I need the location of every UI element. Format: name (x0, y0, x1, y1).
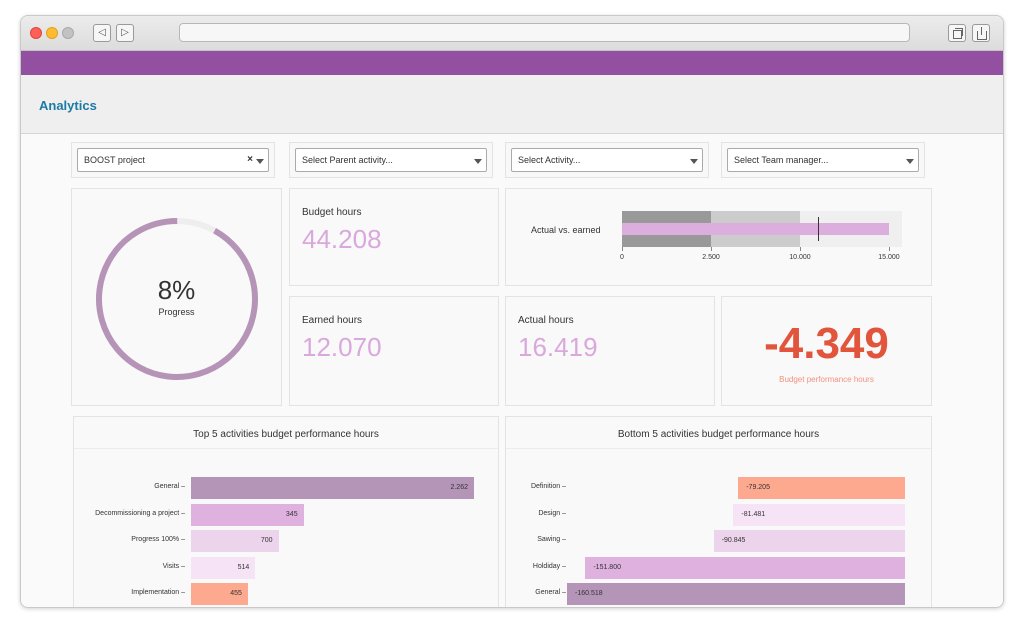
bar-value-label: -90.845 (721, 537, 746, 544)
bar (191, 477, 474, 499)
bar (738, 477, 905, 499)
bar-value-label: -160.518 (575, 590, 603, 597)
bar-category-label: General – (154, 483, 185, 490)
chevron-down-icon (256, 159, 264, 164)
panel-divider (74, 448, 498, 449)
bar-value-label: -79.205 (746, 484, 770, 491)
progress-percent: 8% (157, 275, 196, 305)
bullet-tick-label: 0 (620, 254, 624, 261)
budget-hours-value: 44.208 (302, 224, 382, 254)
actual-hours-label: Actual hours (518, 315, 574, 326)
bar-category-label: Definition – (530, 483, 566, 490)
bullet-chart: 0 2.500 10.000 15.000 (620, 189, 902, 287)
actual-hours-card: Actual hours 16.419 (505, 296, 715, 406)
earned-hours-card: Earned hours 12.070 (289, 296, 499, 406)
chevron-down-icon (906, 159, 914, 164)
team-manager-select-value: Select Team manager... (734, 155, 829, 165)
bar-value-label: 700 (260, 537, 273, 544)
bar (567, 583, 905, 605)
bar (733, 503, 905, 526)
back-icon[interactable]: ◁ (93, 24, 111, 42)
clear-icon[interactable]: × (247, 154, 253, 165)
bullet-marker (817, 217, 819, 241)
bar-value-label: 455 (230, 590, 242, 597)
progress-gauge (96, 218, 258, 380)
progress-label: Progress (158, 307, 195, 317)
team-manager-filter-card: Select Team manager... (721, 142, 925, 178)
bar (585, 556, 905, 579)
bar-category-label: Progress 100% – (131, 536, 185, 543)
bar-category-label: Holdiday – (532, 562, 566, 570)
parent-activity-filter-card: Select Parent activity... (289, 142, 493, 178)
bottom5-title: Bottom 5 activities budget performance h… (617, 429, 820, 440)
bar (191, 583, 248, 605)
bar-value-label: 345 (285, 510, 298, 518)
bullet-tick-label: 15.000 (878, 254, 900, 261)
bullet-tick-line (800, 247, 801, 251)
bullet-measure (622, 223, 889, 235)
window-titlebar: ◁ ▷ (21, 16, 1003, 51)
parent-activity-select[interactable]: Select Parent activity... (295, 148, 487, 172)
address-bar[interactable] (179, 23, 910, 42)
forward-icon[interactable]: ▷ (116, 24, 134, 42)
bullet-tick-label: 2.500 (702, 254, 720, 261)
browser-window: ◁ ▷ Analytics BOOST project × Select Par… (20, 15, 1004, 608)
bullet-tick-label: 10.000 (789, 254, 811, 261)
bar-category-label: Sawing – (537, 536, 566, 543)
bar-category-label: General – (535, 589, 566, 596)
budget-performance-label: Budget performance hours (779, 375, 874, 384)
top5-title: Top 5 activities budget performance hour… (193, 429, 379, 440)
top5-bar-chart: General – 2.262 Decommissioning a project … (74, 417, 500, 607)
chevron-down-icon (474, 159, 482, 164)
bar-category-label: Visits – (162, 562, 185, 570)
bar (191, 503, 304, 526)
page-header: Analytics (21, 75, 1003, 134)
actual-vs-earned-title: Actual vs. earned (531, 225, 601, 235)
app-topbar (21, 51, 1003, 75)
activity-select[interactable]: Select Activity... (511, 148, 703, 172)
progress-card: 8% Progress (71, 188, 282, 406)
bottom5-bar-chart: Definition – -79.205 Design – -81.481 Sawing… (506, 417, 933, 607)
actual-vs-earned-card: Actual vs. earned 0 2.500 10.000 15.000 (505, 188, 932, 286)
bar-category-label: Implementation – (131, 589, 185, 596)
zoom-window-button[interactable] (62, 27, 74, 39)
project-filter-card: BOOST project × (71, 142, 275, 178)
bullet-tick-line (622, 247, 623, 251)
bullet-tick-line (889, 247, 890, 251)
top5-panel: Top 5 activities budget performance hour… (73, 416, 500, 607)
bar-value-label: -151.800 (593, 563, 621, 571)
bar (191, 530, 279, 552)
project-select-value: BOOST project (84, 155, 145, 165)
bar-category-label: Decommissioning a project – (95, 509, 185, 517)
parent-activity-select-value: Select Parent activity... (302, 155, 393, 165)
budget-performance-card: -4.349 Budget performance hours (721, 296, 932, 406)
close-window-button[interactable] (30, 27, 42, 39)
budget-hours-card: Budget hours 44.208 (289, 188, 499, 286)
team-manager-select[interactable]: Select Team manager... (727, 148, 919, 172)
bar (191, 556, 256, 579)
panel-divider (506, 448, 931, 449)
bar-category-label: Design – (538, 509, 566, 517)
bar-value-label: -81.481 (741, 510, 766, 518)
dashboard-content: BOOST project × Select Parent activity..… (21, 134, 1003, 607)
page-title: Analytics (39, 98, 97, 113)
earned-hours-label: Earned hours (302, 315, 363, 326)
minimize-window-button[interactable] (46, 27, 58, 39)
activity-filter-card: Select Activity... (505, 142, 709, 178)
bar-value-label: 514 (237, 563, 250, 571)
bar-value-label: 2.262 (450, 484, 468, 491)
budget-performance-value: -4.349 (764, 319, 889, 368)
chevron-down-icon (690, 159, 698, 164)
bar (713, 530, 905, 552)
share-icon[interactable] (972, 24, 990, 42)
bullet-background (889, 211, 902, 247)
earned-hours-value: 12.070 (302, 332, 382, 362)
tabs-overview-icon[interactable] (948, 24, 966, 42)
project-select[interactable]: BOOST project × (77, 148, 269, 172)
budget-hours-label: Budget hours (302, 207, 362, 218)
activity-select-value: Select Activity... (518, 155, 581, 165)
bullet-tick-line (711, 247, 712, 251)
actual-hours-value: 16.419 (518, 332, 598, 362)
bottom5-panel: Bottom 5 activities budget performance h… (505, 416, 933, 607)
